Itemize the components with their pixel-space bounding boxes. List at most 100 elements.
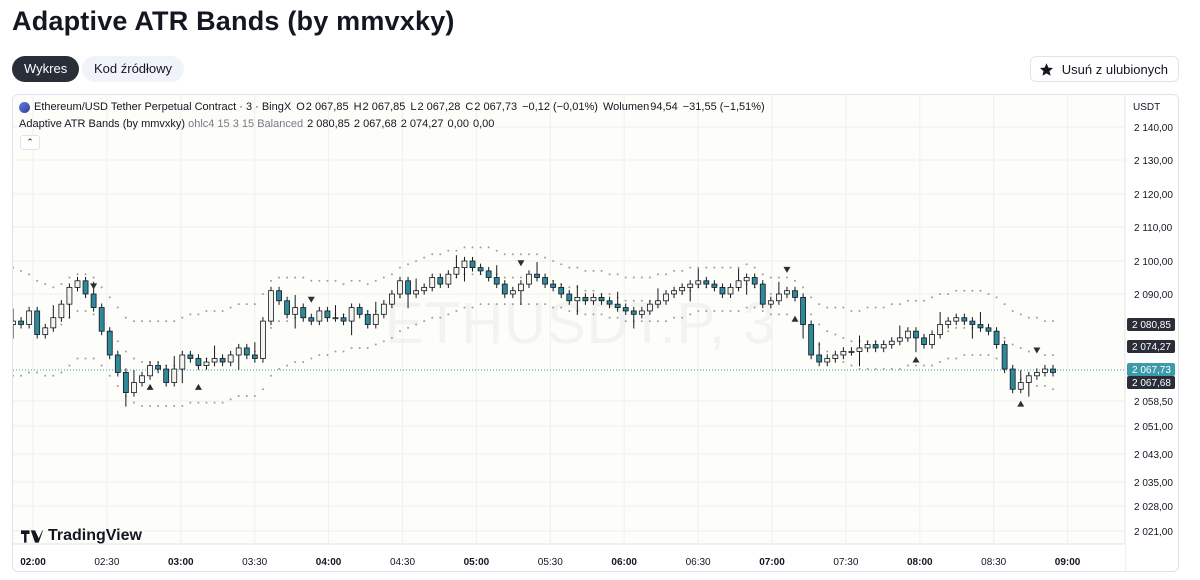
candle-up [13,320,16,325]
mid-band-dot [124,350,127,353]
candle-down [308,317,315,322]
upper-band-dot [673,269,676,272]
upper-band-dot [624,276,627,279]
buy-signal-marker [1017,400,1025,407]
upper-band-dot [140,320,143,323]
upper-band-dot [269,279,272,282]
lower-band-dot [398,330,401,333]
indicator-value-1: 2 080,85 [307,118,350,130]
upper-band-dot [44,283,47,286]
upper-band-dot [407,263,410,266]
lower-band-dot [302,361,305,364]
y-tick-label: 2 035,00 [1134,478,1173,489]
upper-band-dot [947,293,950,295]
lower-band-dot [423,320,426,323]
upper-band-dot [737,266,740,269]
lower-band-dot [1035,384,1038,387]
mid-band-dot [503,276,506,279]
symbol-name[interactable]: Ethereum/USD Tether Perpetual Contract ·… [34,101,292,113]
lower-band-dot [20,374,23,377]
upper-band-dot [390,273,393,276]
candle-down [961,317,968,322]
candle-up [775,293,782,302]
lower-band-dot [947,357,950,360]
open-value: 2 067,85 [305,101,349,113]
lower-band-dot [503,303,506,306]
upper-band-dot [705,266,708,269]
x-tick-label: 07:00 [759,557,785,568]
mid-band-dot [842,336,845,339]
mid-band-dot [1043,353,1046,356]
upper-band-dot [939,293,942,295]
candle-down [405,280,411,295]
upper-band-dot [802,286,805,289]
ethereum-icon [19,101,30,113]
indicator-legend: Adaptive ATR Bands (by mmvxky) ohlc4 15 3… [19,118,498,130]
lower-band-dot [640,320,643,323]
y-tick-label: 2 058,50 [1134,397,1173,408]
lower-band-dot [92,357,95,360]
lower-band-dot [697,309,700,312]
upper-band-dot [221,309,224,312]
lower-band-dot [334,350,337,353]
candle-down [1001,344,1008,370]
candlestick-chart[interactable]: USDT 2 140,00 2 130,00 2 120,00 2 110,00 2 10… [13,95,1179,572]
lower-band-dot [511,303,514,306]
candle-down [469,260,476,268]
lower-band-dot [866,368,869,371]
lower-band-dot [278,368,281,371]
candle-up [235,347,242,356]
candle-down [364,313,371,325]
upper-band-dot [955,289,958,292]
candle-up [292,307,299,315]
indicator-name[interactable]: Adaptive ATR Bands (by mmvxky) [19,118,186,130]
buy-signal-marker [791,315,799,322]
indicator-value-5: 0,00 [472,118,495,130]
lower-band-dot [439,316,442,319]
x-tick-label: 08:30 [981,557,1006,568]
upper-band-dot [745,263,748,266]
high-value: 2 067,85 [362,101,406,113]
upper-band-dot [963,289,966,292]
candle-down [598,296,605,302]
remove-favorite-button[interactable]: Usuń z ulubionych [1029,56,1179,82]
x-tick-label: 04:00 [316,557,342,568]
candle-up [647,303,653,312]
candle-down [485,270,492,278]
candle-down [800,296,806,325]
lower-band-dot [213,401,216,404]
candle-up [929,334,935,345]
mid-band-dot [963,326,966,329]
upper-band-dot [1035,316,1038,319]
upper-band-dot [842,306,845,309]
candle-down [1050,368,1056,373]
candle-down [356,307,363,315]
tab-chart[interactable]: Wykres [12,56,80,82]
mid-band-dot [519,276,522,279]
candle-up [1017,382,1024,390]
price-label-bg [1127,340,1175,353]
lower-band-dot [737,309,740,312]
y-tick-label: 2 120,00 [1134,190,1173,201]
upper-band-dot [794,279,797,282]
candle-up [397,280,403,295]
candle-up [679,286,686,292]
lower-band-dot [745,306,748,309]
upper-band-dot [640,276,643,279]
candle-down [324,310,331,319]
mid-band-dot [1019,346,1022,349]
lower-band-dot [858,368,861,371]
chart-area[interactable]: ETHUSDT.P, 3 USDT 2 140,00 2 130,00 2 120,0… [12,94,1179,572]
tab-source-code[interactable]: Kod źródłowy [82,56,185,82]
lower-band-dot [463,306,466,309]
candle-up [880,344,887,349]
collapse-legend-button[interactable]: ⌃ [20,135,40,150]
candle-up [453,267,460,275]
x-tick-label: 05:00 [464,557,490,568]
lower-band-dot [60,371,63,374]
lower-band-dot [648,320,651,323]
upper-band-dot [374,279,377,282]
lower-band-dot [149,405,152,407]
upper-band-dot [398,266,401,269]
lower-band-dot [898,368,901,371]
